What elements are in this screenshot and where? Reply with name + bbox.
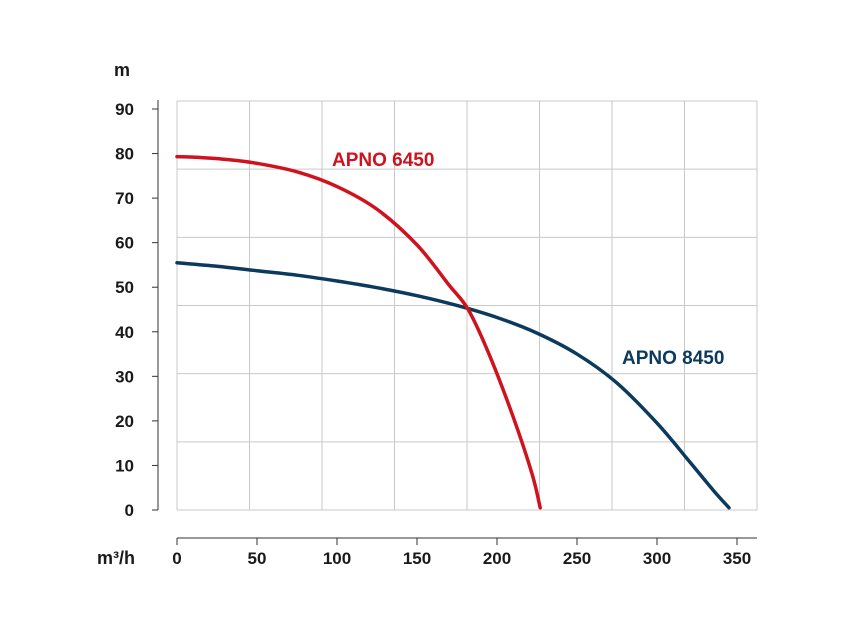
y-tick-label: 50 bbox=[115, 278, 134, 297]
y-tick-label: 70 bbox=[115, 189, 134, 208]
y-tick-label: 30 bbox=[115, 367, 134, 386]
series-label-apno-6450: APNO 6450 bbox=[332, 150, 434, 171]
x-tick-label: 300 bbox=[643, 549, 671, 568]
y-axis-unit-label: m bbox=[114, 60, 130, 80]
y-tick-label: 80 bbox=[115, 145, 134, 164]
y-tick-label: 40 bbox=[115, 323, 134, 342]
y-tick-label: 0 bbox=[125, 501, 134, 520]
y-tick-label: 90 bbox=[115, 100, 134, 119]
x-axis-unit-label: m³/h bbox=[97, 548, 135, 568]
x-tick-label: 150 bbox=[403, 549, 431, 568]
y-tick-label: 60 bbox=[115, 234, 134, 253]
x-tick-label: 100 bbox=[323, 549, 351, 568]
curve-apno-6450 bbox=[175, 154, 542, 510]
x-tick-label: 200 bbox=[483, 549, 511, 568]
x-tick-label: 0 bbox=[172, 549, 181, 568]
series-label-apno-8450: APNO 8450 bbox=[622, 348, 724, 369]
series-curves bbox=[175, 154, 731, 510]
labels: m m³/h APNO 6450 APNO 8450 bbox=[97, 60, 724, 568]
x-tick-label: 50 bbox=[248, 549, 267, 568]
y-tick-label: 20 bbox=[115, 412, 134, 431]
y-tick-label: 10 bbox=[115, 456, 134, 475]
curve-apno-8450 bbox=[175, 260, 731, 510]
x-tick-label: 250 bbox=[563, 549, 591, 568]
axes: 0 10 20 30 40 50 60 70 80 90 0 50 100 150 200 250 300 350 bbox=[115, 100, 757, 568]
x-tick-label: 350 bbox=[723, 549, 751, 568]
